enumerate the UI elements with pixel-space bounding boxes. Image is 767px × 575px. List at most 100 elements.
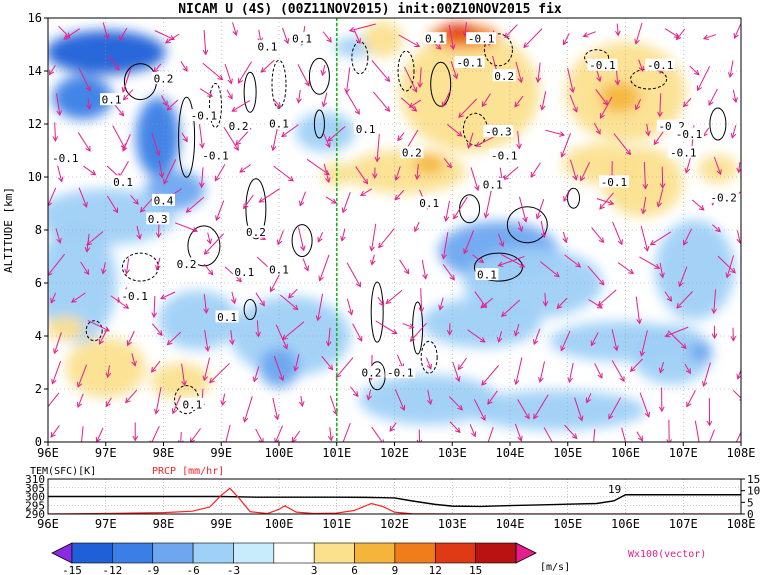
wind-vector-head: [227, 78, 233, 85]
contour-label: 0.3: [148, 213, 168, 226]
wind-vector-head: [572, 174, 578, 181]
contour-label: 0.1: [102, 94, 122, 107]
wind-vector-head: [181, 380, 187, 387]
wind-vector-head: [666, 439, 672, 442]
wind-vector-head: [487, 399, 493, 405]
wind-vector-head: [105, 401, 111, 408]
wind-vector: [78, 67, 91, 91]
wind-vector: [650, 231, 672, 246]
colorbar-tick-label: -15: [62, 564, 82, 575]
sub-x-tick-label: 106E: [611, 517, 640, 531]
wind-vector-head: [656, 201, 663, 208]
wind-vector: [385, 289, 403, 304]
wind-vector-head: [730, 132, 737, 139]
wind-vector: [402, 323, 414, 329]
wind-vector-head: [126, 340, 132, 347]
wind-vector-head: [287, 292, 294, 299]
colorbar-swatch: [233, 542, 275, 564]
wind-vector: [397, 132, 405, 141]
sub-x-tick-label: 99E: [210, 517, 232, 531]
wind-vector: [514, 423, 522, 441]
wind-vector-head: [391, 329, 398, 335]
contour-label-bg: [423, 32, 447, 45]
wind-vector-head: [341, 207, 348, 214]
wind-vector: [635, 99, 642, 110]
y-tick-label: 12: [28, 117, 42, 131]
contour-label: 0.2: [402, 147, 422, 160]
wind-vector-head: [706, 420, 713, 427]
wind-vector-head: [258, 197, 265, 203]
wind-vector: [481, 93, 491, 107]
x-tick-label: 99E: [210, 446, 232, 460]
contour-label-bg: [111, 175, 135, 188]
wind-vector-head: [207, 91, 213, 97]
shade-blob: [48, 316, 86, 341]
wind-vector-head: [654, 263, 661, 269]
wind-vector-head: [400, 405, 406, 412]
contour-label-bg: [400, 146, 424, 159]
wind-vector-head: [733, 33, 739, 40]
wind-vector-head: [220, 400, 226, 407]
wind-vector: [118, 161, 129, 179]
contour-line: [370, 281, 384, 343]
wind-vector-head: [686, 401, 692, 408]
wind-vector-head: [227, 93, 233, 100]
wind-vector-head: [151, 312, 158, 319]
wind-vector: [498, 331, 503, 343]
wind-vector: [517, 221, 523, 232]
wind-vector-head: [171, 408, 178, 415]
contour-label: -0.1: [387, 367, 414, 380]
wind-vector: [564, 254, 581, 268]
wind-vector-head: [320, 70, 327, 77]
x-tick-label: 100E: [265, 446, 294, 460]
wind-vector: [537, 62, 541, 82]
wind-vector: [102, 262, 106, 274]
wind-vector: [448, 24, 454, 50]
wind-vector: [199, 88, 213, 97]
wind-vector: [735, 431, 741, 442]
chart-title: NICAM U (4S) (00Z11NOV2015) init:00Z10NO…: [178, 2, 562, 17]
colorbar-tick-label: -3: [227, 564, 240, 575]
wind-vector: [239, 164, 251, 173]
wind-vector-head: [158, 172, 165, 179]
wind-vector: [180, 431, 182, 442]
wind-vector-head: [63, 34, 70, 40]
wind-vector: [297, 227, 305, 251]
wind-vector-head: [628, 268, 635, 275]
wind-vector: [556, 297, 568, 309]
wind-vector: [329, 395, 338, 415]
wind-vector-head: [524, 413, 530, 420]
wind-vector-head: [562, 39, 568, 46]
contour-line: [243, 71, 257, 113]
contour-line: [245, 178, 267, 240]
wind-vector: [186, 196, 205, 213]
wind-vector: [449, 396, 463, 411]
color-scale-unit: [m/s]: [540, 562, 570, 573]
wind-vector: [518, 196, 527, 222]
color-scale-bar: -15 -12 -9 -6 -3 3 6 9 12 15: [51, 542, 537, 575]
wind-vector-head: [458, 112, 464, 119]
wind-vector-head: [634, 104, 641, 111]
wind-vector-head: [732, 97, 738, 104]
wind-vector-head: [43, 408, 48, 413]
contour-label-bg: [385, 366, 416, 379]
wind-vector: [49, 65, 56, 75]
contour-label-bg: [232, 265, 256, 278]
wind-vector: [259, 188, 281, 203]
colorbar-swatch: [192, 542, 234, 564]
wind-vector: [243, 396, 253, 422]
wind-vector-head: [366, 394, 372, 401]
wind-vector: [487, 390, 498, 405]
wind-vector-head: [418, 307, 425, 313]
wind-vector-head: [485, 443, 490, 448]
contour-label-bg: [417, 196, 441, 209]
wind-vector-head: [233, 145, 239, 151]
wind-vector: [708, 88, 718, 106]
contour-label-bg: [454, 56, 485, 69]
wind-vector: [243, 194, 254, 209]
sub-x-tick-label: 96E: [37, 517, 59, 531]
wind-vector-head: [207, 269, 214, 276]
wind-vector: [342, 422, 351, 442]
contour-label-bg: [475, 268, 499, 281]
